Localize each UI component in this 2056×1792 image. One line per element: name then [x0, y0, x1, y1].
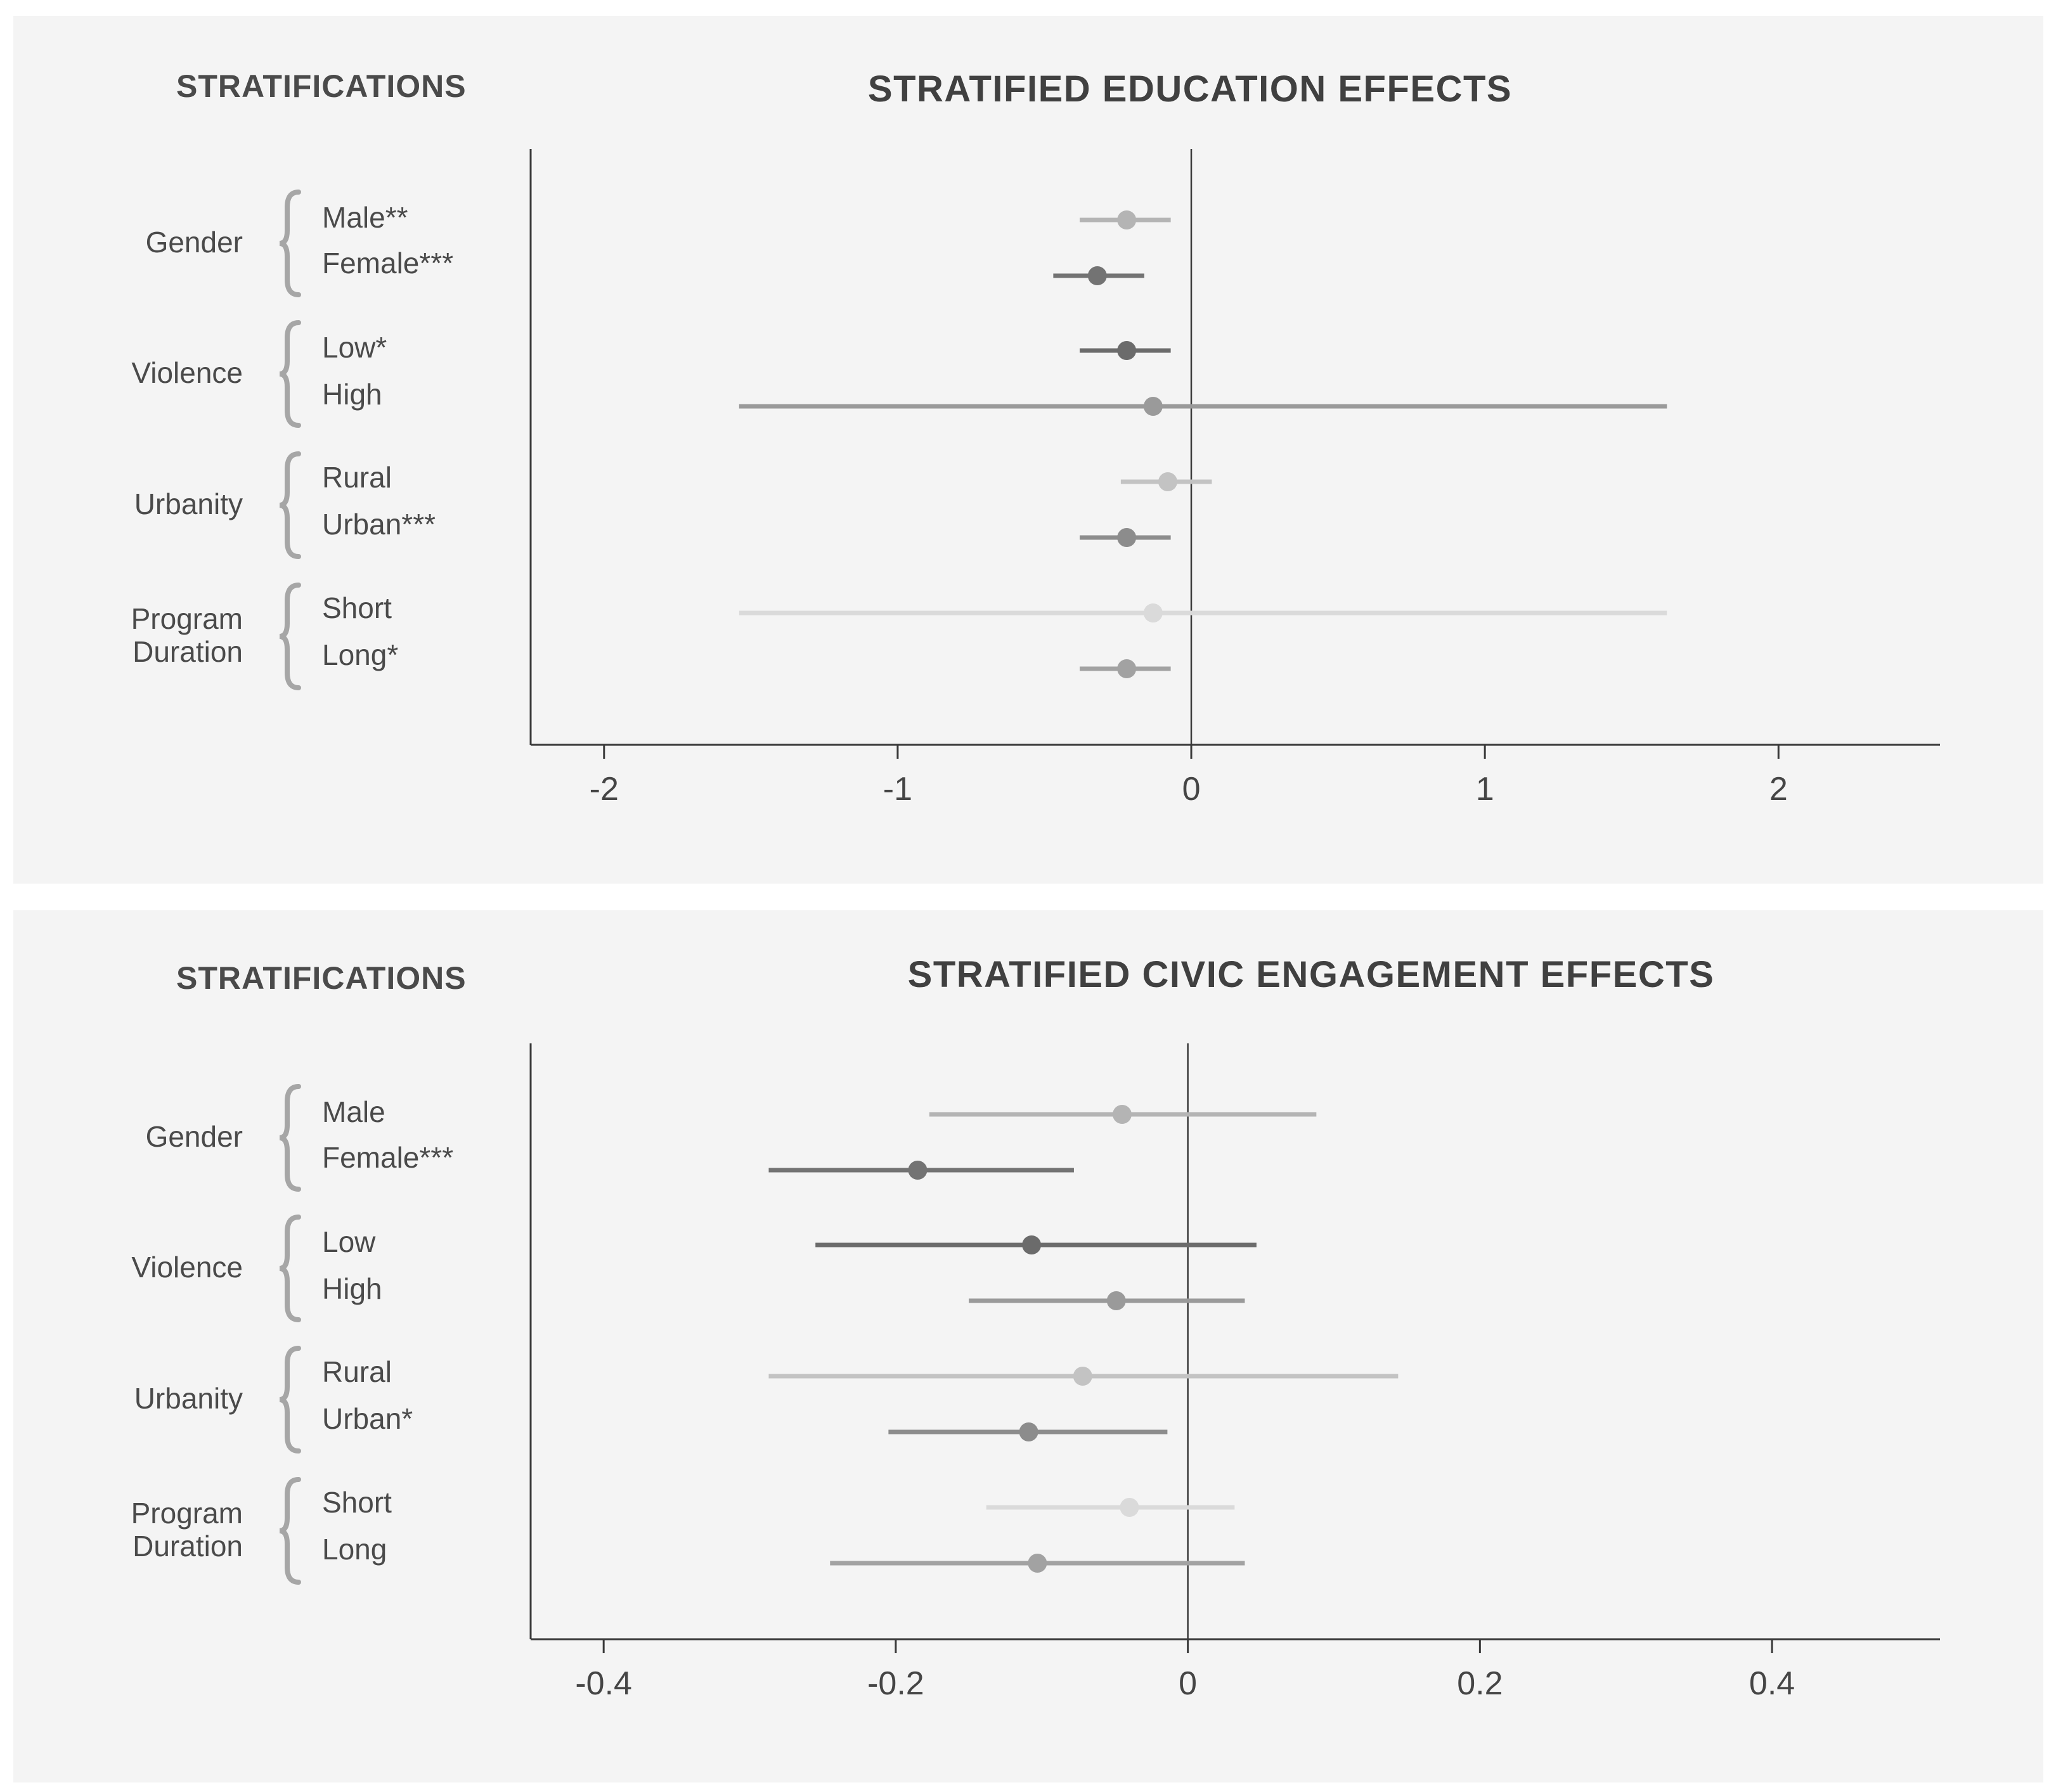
row-label: Short — [322, 1486, 392, 1519]
row-label: Urban*** — [322, 508, 436, 541]
group-label-line: Violence — [131, 1251, 243, 1284]
group-label-line: Duration — [133, 635, 243, 668]
group-label: Gender — [146, 226, 243, 259]
group-brace — [279, 583, 301, 690]
x-tick-label: 0.2 — [1457, 1665, 1503, 1702]
civic-engagement-effects-plot — [279, 1043, 1940, 1653]
row-label: Male** — [322, 201, 408, 234]
x-tick-label: -2 — [589, 771, 619, 808]
group-label: Violence — [131, 356, 243, 389]
group-brace — [279, 320, 301, 428]
point-estimate — [1158, 472, 1177, 491]
x-tick-label: -0.4 — [575, 1665, 632, 1702]
group-brace — [279, 1346, 301, 1454]
group-label: Gender — [146, 1120, 243, 1153]
group-label-line: Duration — [133, 1530, 243, 1563]
point-estimate — [1106, 1291, 1126, 1310]
x-tick-label: -1 — [883, 771, 913, 808]
point-estimate — [1019, 1422, 1038, 1441]
point-estimate — [1028, 1554, 1047, 1573]
x-tick-label: 0 — [1182, 771, 1201, 808]
group-label-line: Gender — [145, 226, 243, 259]
group-label: Program Duration — [131, 1497, 243, 1563]
group-brace — [279, 1084, 301, 1192]
point-estimate — [1112, 1105, 1132, 1124]
group-brace — [279, 190, 301, 297]
stratifications-heading: STRATIFICATIONS — [176, 960, 467, 996]
point-estimate — [1073, 1367, 1092, 1386]
group-brace — [279, 451, 301, 559]
education-effects-panel: STRATIFICATIONS STRATIFIED EDUCATION EFF… — [13, 16, 2043, 884]
civic-engagement-panel: STRATIFICATIONS STRATIFIED CIVIC ENGAGEM… — [13, 910, 2043, 1782]
group-brace — [279, 1215, 301, 1322]
row-label: Low — [322, 1225, 376, 1258]
point-estimate — [1117, 528, 1137, 547]
row-label: Rural — [322, 461, 392, 494]
group-label-line: Urbanity — [134, 487, 243, 520]
row-label: Male — [322, 1095, 385, 1128]
education-effects-plot — [279, 149, 1940, 759]
point-estimate — [1143, 397, 1163, 416]
x-tick-label: 0.4 — [1749, 1665, 1795, 1702]
row-label: Female*** — [322, 1141, 454, 1174]
group-label: Urbanity — [134, 1382, 243, 1415]
group-label: Program Duration — [131, 602, 243, 668]
x-tick-label: 2 — [1769, 771, 1788, 808]
row-label: High — [322, 1272, 382, 1305]
x-tick-label: 0 — [1179, 1665, 1198, 1702]
group-label: Violence — [131, 1251, 243, 1284]
group-brace — [279, 1477, 301, 1585]
row-label: High — [322, 378, 382, 411]
point-estimate — [1120, 1498, 1139, 1517]
group-label-line: Violence — [131, 356, 243, 389]
chart-title: STRATIFIED EDUCATION EFFECTS — [867, 68, 1513, 110]
x-tick-label: 1 — [1475, 771, 1494, 808]
point-estimate — [1117, 210, 1137, 229]
row-label: Female*** — [322, 247, 454, 280]
row-label: Long* — [322, 638, 399, 671]
point-estimate — [908, 1161, 928, 1180]
group-label-line: Urbanity — [134, 1382, 243, 1415]
point-estimate — [1087, 266, 1107, 285]
row-label: Urban* — [322, 1402, 413, 1435]
group-label: Urbanity — [134, 487, 243, 520]
row-label: Long — [322, 1533, 387, 1566]
stratifications-heading: STRATIFICATIONS — [176, 68, 467, 104]
point-estimate — [1117, 341, 1137, 360]
chart-title: STRATIFIED CIVIC ENGAGEMENT EFFECTS — [907, 954, 1715, 995]
point-estimate — [1022, 1235, 1042, 1254]
group-label-line: Program — [131, 1497, 243, 1530]
x-tick-label: -0.2 — [867, 1665, 924, 1702]
point-estimate — [1143, 603, 1163, 622]
group-label-line: Gender — [145, 1120, 243, 1153]
group-label-line: Program — [131, 602, 243, 635]
row-label: Low* — [322, 331, 387, 364]
row-label: Short — [322, 591, 392, 624]
row-label: Rural — [322, 1355, 392, 1388]
point-estimate — [1117, 659, 1137, 678]
